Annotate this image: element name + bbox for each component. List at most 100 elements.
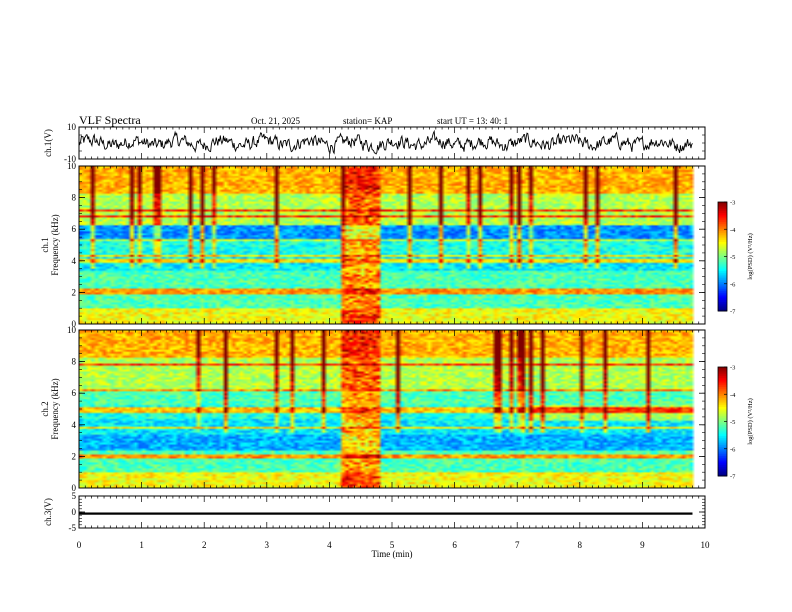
ch2-spectrogram-colorbar-segment <box>718 428 727 432</box>
ch1-spectrogram-colorbar-tick-label: -6 <box>730 281 736 288</box>
ch1-spectrogram-colorbar-segment <box>718 211 727 214</box>
ch2-spectrogram-colorbar-segment <box>718 468 727 472</box>
ch2-spectrogram-colorbar-segment <box>718 416 727 419</box>
ch2-spectrogram-colorbar-segment <box>718 452 727 455</box>
ch2-spectrogram-colorbar-segment <box>718 434 727 437</box>
x-tick-label: 8 <box>578 540 583 550</box>
ch1-spectrogram-colorbar-segment <box>718 260 727 263</box>
ch2-spectrogram-colorbar-segment <box>718 425 727 428</box>
ch2-spectrogram-colorbar-tick-label: -3 <box>730 365 735 372</box>
ch2-spectrogram-colorbar-segment <box>718 421 727 424</box>
ch1-spectrogram-colorbar-segment <box>718 272 727 276</box>
ch2-spectrogram-colorbar-segment <box>718 445 727 448</box>
ch1-spectrogram-colorbar-segment <box>718 223 727 227</box>
ch1-spectrogram-colorbar-segment <box>718 216 727 219</box>
ch2-spectrogram-heatmap <box>79 330 705 488</box>
ch2-spectrogram-colorbar-segment <box>718 379 727 383</box>
ch2-spectrogram-colorbar-tick-label: -5 <box>730 419 735 426</box>
ch2-spectrogram-colorbar-segment <box>718 394 727 397</box>
date-label: Oct. 21, 2025 <box>251 116 300 126</box>
ch2-spectrogram-colorbar-segment <box>718 403 727 406</box>
ch1-spectrogram-colorbar-segment <box>718 209 727 212</box>
x-tick-label: 5 <box>390 540 395 550</box>
ch1-spectrogram-colorbar-segment <box>718 231 727 234</box>
ch1-spectrogram-colorbar-segment <box>718 294 727 297</box>
ch2-spectrogram-colorbar-tick-label: -4 <box>730 392 736 399</box>
x-tick-label: 4 <box>327 540 332 550</box>
ch1-spectrogram-colorbar-segment <box>718 240 727 243</box>
ch1-spectrogram-colorbar-segment <box>718 227 727 230</box>
ch1-spectrogram-colorbar-segment <box>718 283 727 287</box>
ch1-spectrogram-colorbar-segment <box>718 280 727 283</box>
ch2-spectrogram-ytick-label: 10 <box>67 325 77 335</box>
x-tick-label: 9 <box>640 540 645 550</box>
ch2-spectrogram-colorbar-segment <box>718 414 727 417</box>
ch1-spectrogram-colorbar-segment <box>718 238 727 241</box>
ch1-spectrogram-colorbar-segment <box>718 207 727 210</box>
ch1-waveform-ytick-label: -10 <box>64 154 76 164</box>
ch2-spectrogram-ytick-label: 2 <box>72 451 77 461</box>
ch1-spectrogram-colorbar-segment <box>718 249 727 252</box>
ch1-spectrogram-colorbar-segment <box>718 258 727 261</box>
ch1-spectrogram-colorbar-segment <box>718 271 727 274</box>
ch3-waveform-ylabel: ch.3(V) <box>43 498 53 526</box>
ch1-spectrogram-colorbar-segment <box>718 243 727 247</box>
ch1-spectrogram-colorbar-segment <box>718 221 727 225</box>
ch3-waveform-ytick-label: 5 <box>72 491 77 501</box>
ch2-spectrogram-colorbar-segment <box>718 401 727 404</box>
ch2-spectrogram-colorbar-segment <box>718 383 727 386</box>
ch2-spectrogram-colorbar-segment <box>718 456 727 459</box>
ch2-spectrogram-colorbar-segment <box>718 463 727 466</box>
ch1-spectrogram-colorbar-tick-label: -3 <box>730 200 735 207</box>
ch2-spectrogram-colorbar-tick-label: -7 <box>730 474 736 481</box>
ch1-spectrogram-colorbar-segment <box>718 212 727 216</box>
ch1-spectrogram-colorbar-segment <box>718 307 727 310</box>
ch2-spectrogram-colorbar-segment <box>718 419 727 422</box>
ch1-spectrogram-colorbar-segment <box>718 245 727 248</box>
ch1-spectrogram-colorbar-segment <box>718 236 727 239</box>
ch1-spectrogram-colorbar-segment <box>718 218 727 221</box>
ch1-spectrogram-colorbar-segment <box>718 225 727 228</box>
ch2-spectrogram-colorbar-segment <box>718 466 727 470</box>
ch3-waveform-band <box>79 512 693 515</box>
ch1-spectrogram-colorbar-segment <box>718 241 727 245</box>
ch2-spectrogram-colorbar-segment <box>718 372 727 375</box>
ch1-spectrogram-ytick-label: 6 <box>72 224 77 234</box>
ch2-spectrogram-colorbar-segment <box>718 448 727 452</box>
ch1-spectrogram-colorbar-segment <box>718 214 727 218</box>
ch2-spectrogram-colorbar-segment <box>718 432 727 435</box>
ch1-spectrogram-colorbar-segment <box>718 247 727 250</box>
ch1-spectrogram-channel-label: ch.1 <box>40 237 50 252</box>
ch1-spectrogram-ytick-label: 8 <box>72 193 77 203</box>
ch2-spectrogram-colorbar-segment <box>718 386 727 390</box>
ch1-spectrogram-colorbar-segment <box>718 251 727 254</box>
ch2-spectrogram-colorbar-label: log(PSD) (V²/Hz) <box>747 398 754 445</box>
ch1-spectrogram-colorbar-segment <box>718 298 727 301</box>
ch1-spectrogram-colorbar-segment <box>718 278 727 281</box>
ch2-spectrogram-colorbar-segment <box>718 408 727 412</box>
ch2-spectrogram-colorbar-segment <box>718 367 727 370</box>
ch1-spectrogram-ytick-label: 4 <box>72 256 77 266</box>
x-tick-label: 3 <box>265 540 270 550</box>
ch1-spectrogram-colorbar-segment <box>718 281 727 285</box>
ch1-spectrogram-colorbar-segment <box>718 296 727 299</box>
ch1-spectrogram-colorbar-segment <box>718 265 727 268</box>
ch2-spectrogram-colorbar-segment <box>718 443 727 446</box>
ch2-spectrogram-ytick-label: 8 <box>72 357 77 367</box>
ch2-spectrogram-colorbar-segment <box>718 446 727 450</box>
ch2-spectrogram-colorbar-segment <box>718 423 727 426</box>
ch1-spectrogram-colorbar-segment <box>718 203 727 207</box>
ch1-spectrogram-colorbar-segment <box>718 232 727 236</box>
ch2-spectrogram-colorbar-segment <box>718 472 727 475</box>
ch2-spectrogram-ytick-label: 6 <box>72 388 77 398</box>
ch1-spectrogram-colorbar-segment <box>718 234 727 238</box>
x-tick-label: 7 <box>515 540 520 550</box>
ch2-spectrogram-colorbar-segment <box>718 406 727 410</box>
ch1-spectrogram-colorbar-segment <box>718 289 727 292</box>
ch1-spectrogram-colorbar-segment <box>718 261 727 265</box>
ch1-spectrogram-ytick-label: 0 <box>72 319 77 329</box>
ch2-spectrogram-colorbar-segment <box>718 388 727 392</box>
ch2-spectrogram-colorbar-segment <box>718 426 727 430</box>
ch2-spectrogram-colorbar-segment <box>718 461 727 464</box>
